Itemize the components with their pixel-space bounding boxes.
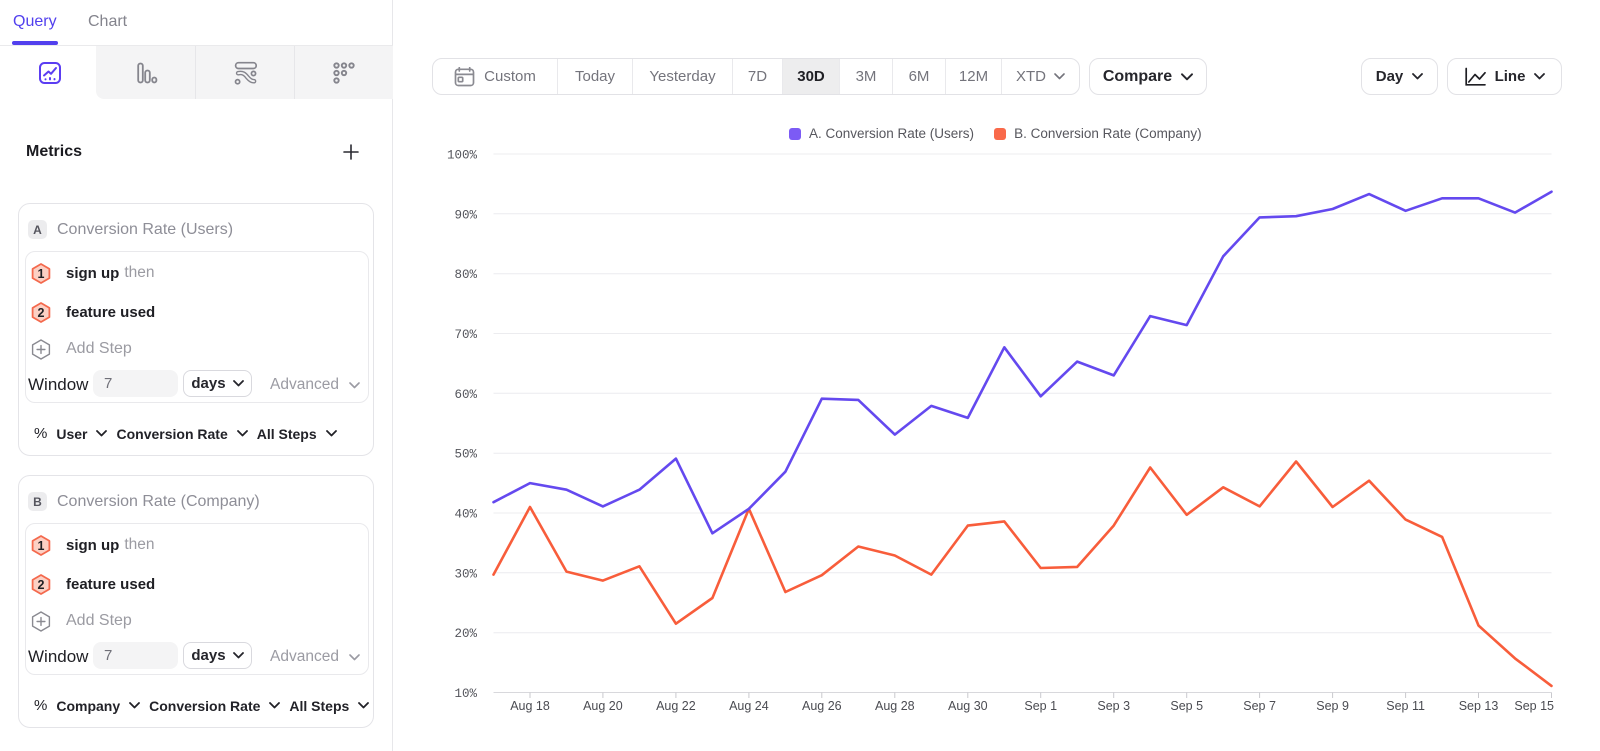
svg-text:Aug 30: Aug 30 — [948, 699, 988, 713]
svg-text:90%: 90% — [454, 208, 477, 222]
svg-text:40%: 40% — [454, 508, 477, 522]
svg-text:50%: 50% — [454, 448, 477, 462]
svg-text:70%: 70% — [454, 328, 477, 342]
svg-text:Sep 5: Sep 5 — [1170, 699, 1203, 713]
svg-text:Sep 15: Sep 15 — [1514, 699, 1554, 713]
svg-text:Sep 13: Sep 13 — [1459, 699, 1499, 713]
svg-text:1: 1 — [38, 539, 45, 553]
svg-text:Sep 7: Sep 7 — [1243, 699, 1276, 713]
svg-text:2: 2 — [38, 578, 45, 592]
svg-text:1: 1 — [38, 267, 45, 281]
svg-text:80%: 80% — [454, 268, 477, 282]
svg-text:20%: 20% — [454, 627, 477, 641]
svg-text:Aug 26: Aug 26 — [802, 699, 842, 713]
svg-text:Aug 20: Aug 20 — [583, 699, 623, 713]
svg-text:Sep 3: Sep 3 — [1097, 699, 1130, 713]
svg-text:Sep 11: Sep 11 — [1386, 699, 1425, 713]
svg-text:2: 2 — [38, 306, 45, 320]
svg-text:Aug 18: Aug 18 — [510, 699, 550, 713]
svg-text:Sep 1: Sep 1 — [1024, 699, 1057, 713]
svg-text:60%: 60% — [454, 388, 477, 402]
svg-text:30%: 30% — [454, 567, 477, 581]
svg-text:10%: 10% — [454, 687, 477, 701]
svg-text:100%: 100% — [447, 149, 478, 163]
svg-text:Aug 28: Aug 28 — [875, 699, 915, 713]
svg-text:Sep 9: Sep 9 — [1316, 699, 1349, 713]
svg-text:Aug 24: Aug 24 — [729, 699, 769, 713]
svg-text:Aug 22: Aug 22 — [656, 699, 696, 713]
